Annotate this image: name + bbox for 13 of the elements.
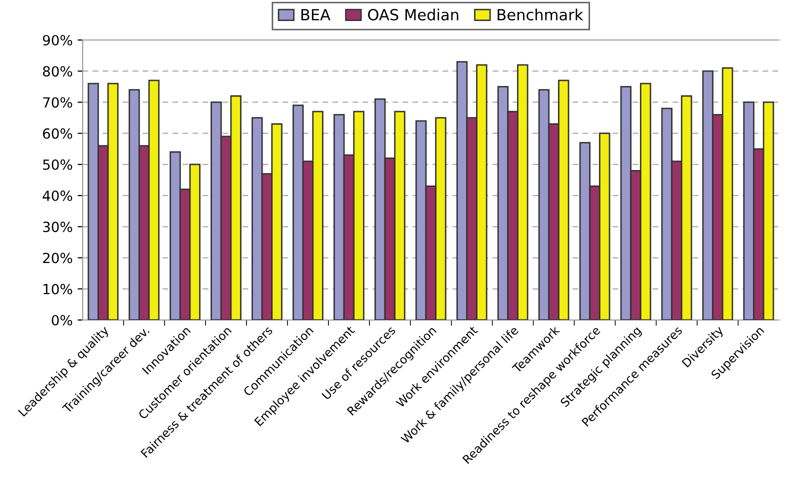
- legend-label: Benchmark: [498, 8, 584, 20]
- y-tick-label: 70%: [43, 97, 72, 108]
- y-tick-label: 10%: [44, 284, 72, 294]
- y-tick-label: 80%: [42, 66, 72, 77]
- legend-label: BEA: [301, 9, 330, 20]
- y-tick-label: 40%: [42, 190, 72, 202]
- y-tick-label: 30%: [43, 222, 72, 232]
- y-tick-label: 90%: [42, 34, 72, 46]
- y-tick-label: 0%: [52, 314, 72, 326]
- legend-label: OAS Median: [368, 8, 458, 20]
- y-tick-label: 50%: [43, 159, 72, 170]
- y-tick-label: 60%: [43, 128, 72, 139]
- y-tick-label: 20%: [43, 252, 72, 264]
